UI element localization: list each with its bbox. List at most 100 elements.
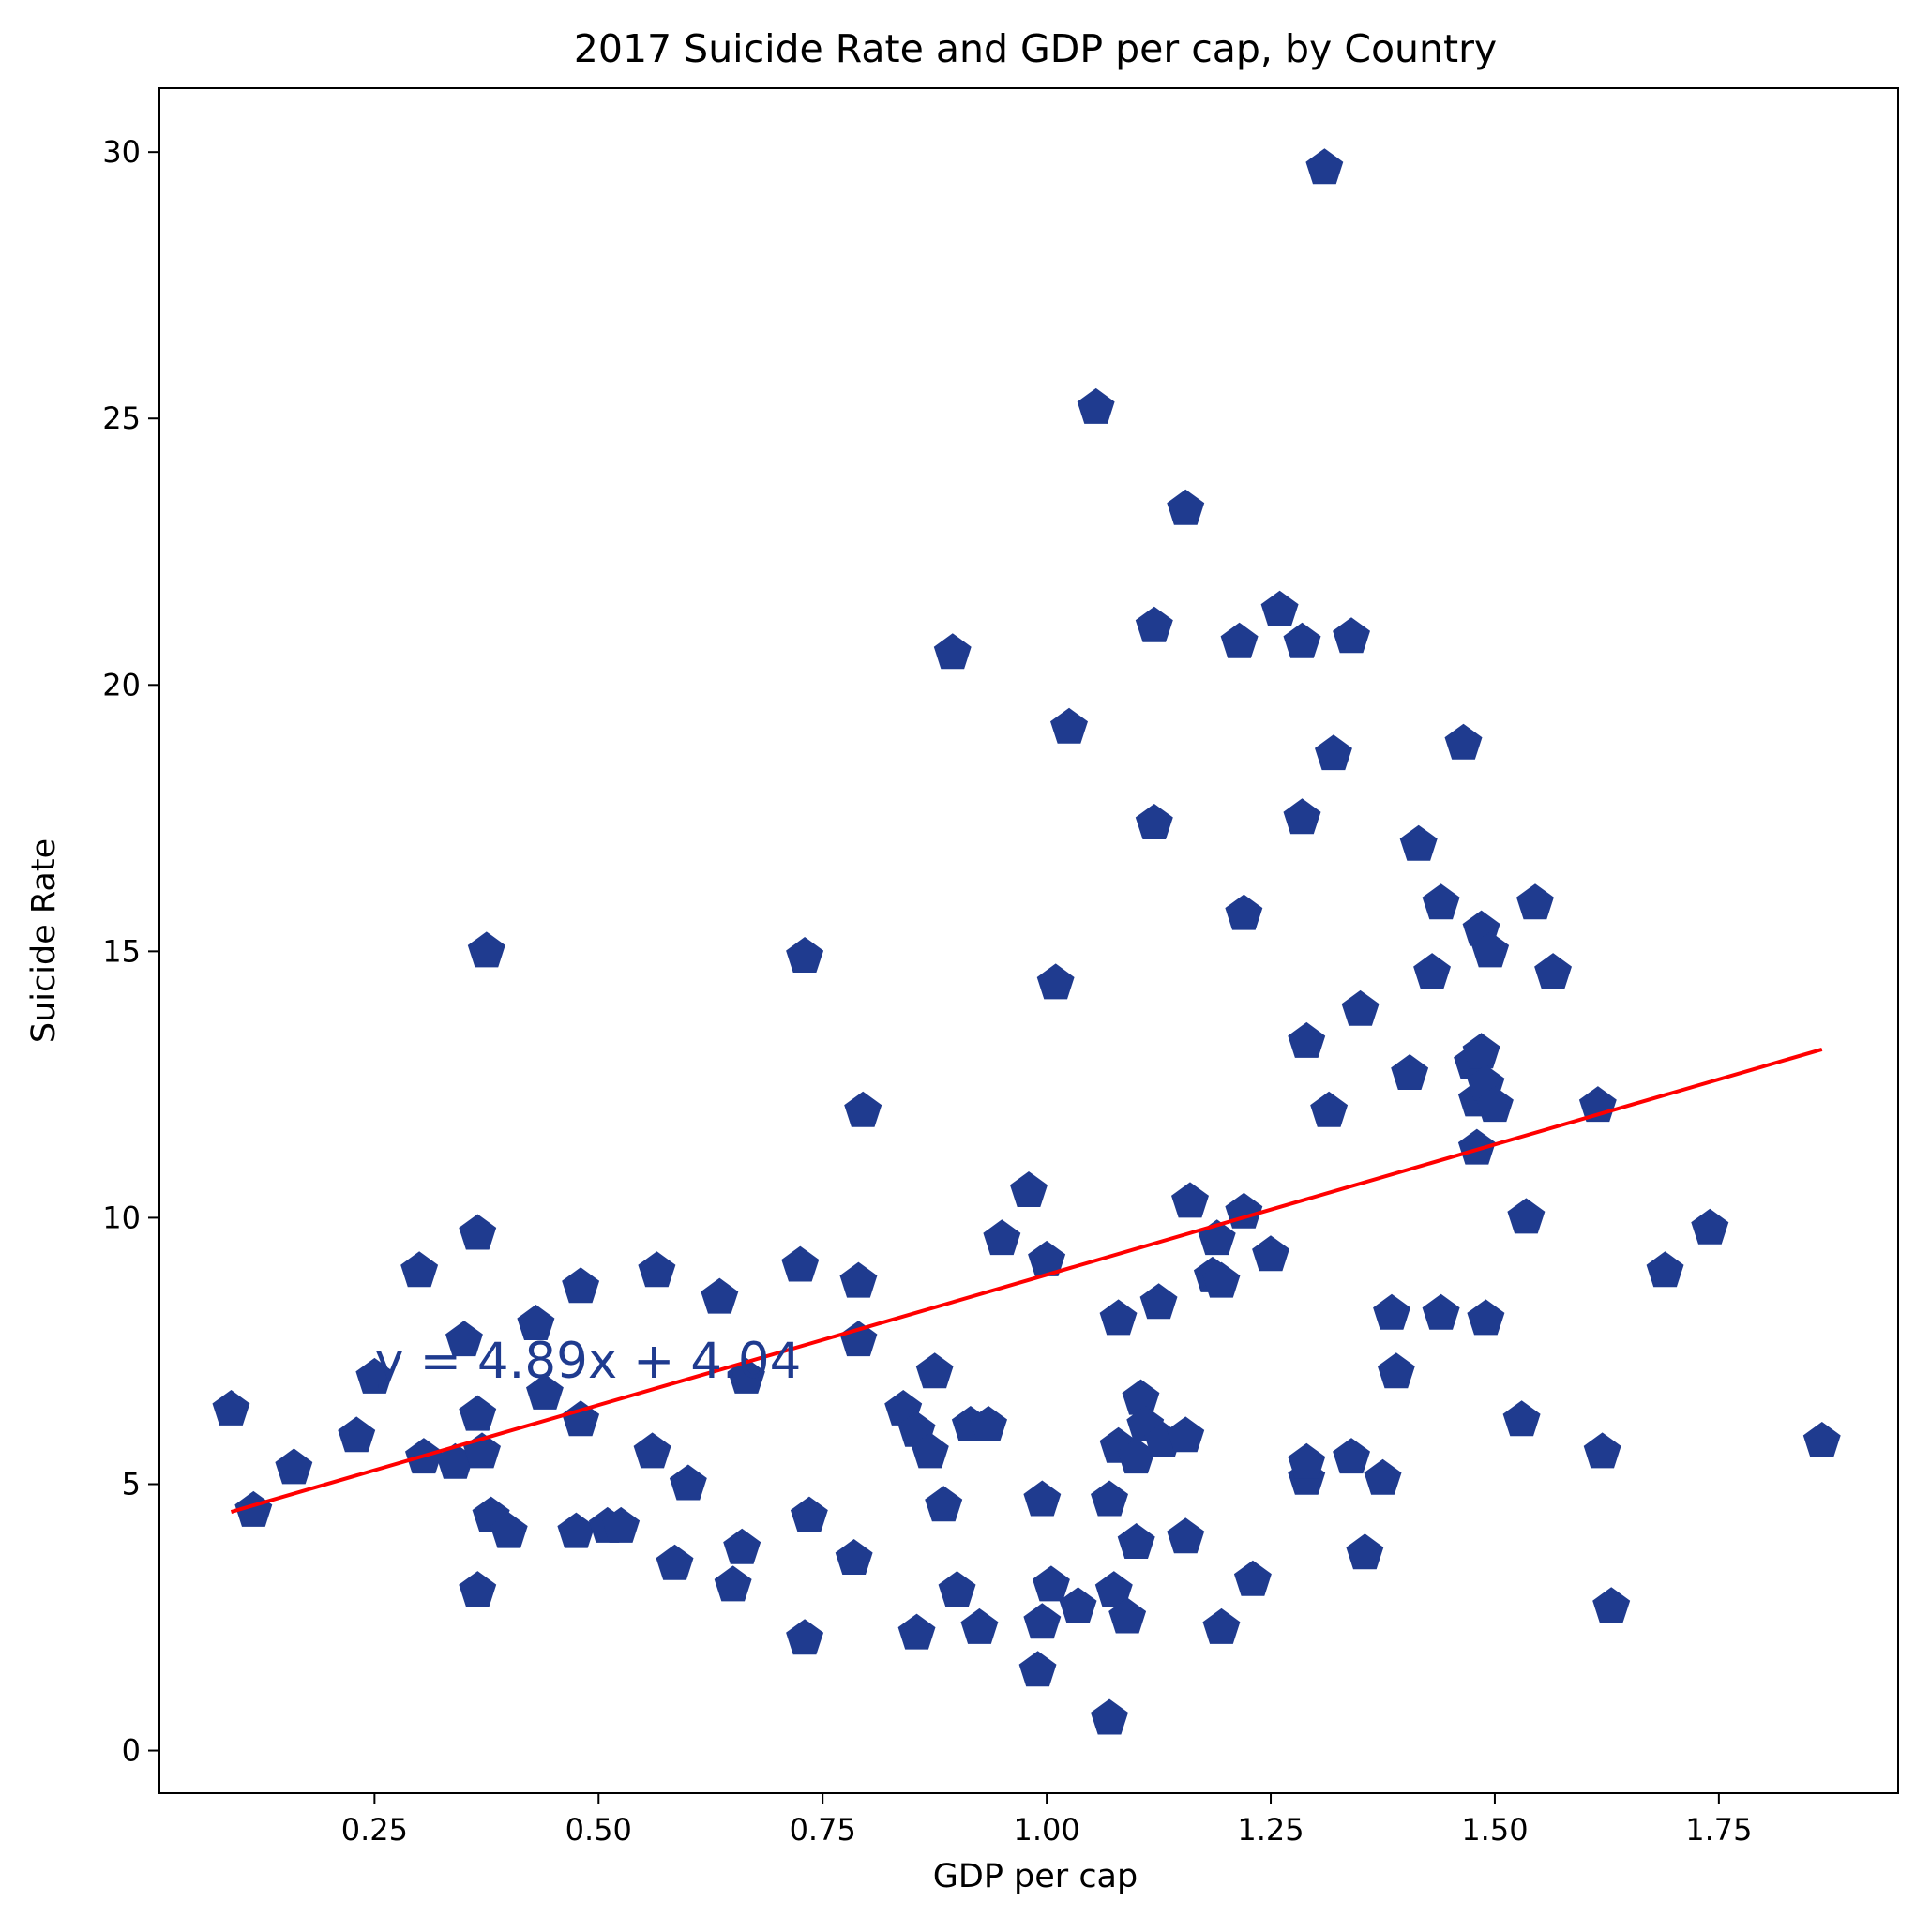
- data-point: [938, 1571, 976, 1607]
- data-point: [1135, 804, 1173, 839]
- data-point: [839, 1261, 878, 1298]
- data-point: [1260, 590, 1299, 626]
- data-point: [517, 1305, 555, 1340]
- data-point: [714, 1565, 752, 1602]
- data-point: [1094, 1571, 1133, 1607]
- data-point: [355, 1357, 394, 1394]
- data-point: [1139, 1283, 1178, 1320]
- data-point: [562, 1267, 600, 1304]
- data-point: [1010, 1171, 1048, 1207]
- data-point: [1507, 1198, 1546, 1234]
- data-point: [1288, 1021, 1326, 1058]
- data-point: [1377, 1352, 1415, 1389]
- data-point: [1117, 1523, 1155, 1559]
- data-point: [1032, 1565, 1070, 1602]
- data-point: [1091, 1698, 1128, 1735]
- y-tick-label: 5: [122, 1466, 141, 1502]
- data-point: [1691, 1208, 1729, 1245]
- data-point: [1310, 1091, 1349, 1127]
- data-point: [1036, 963, 1075, 1000]
- data-point: [445, 1321, 483, 1357]
- data-point: [1028, 1240, 1066, 1276]
- data-point: [1364, 1458, 1402, 1495]
- y-tick-label: 30: [102, 134, 141, 170]
- data-point: [1346, 1533, 1384, 1570]
- data-point: [781, 1245, 820, 1282]
- data-point: [1220, 622, 1259, 658]
- data-point: [1305, 148, 1344, 185]
- y-tick-label: 15: [102, 933, 141, 969]
- trendline-layer: y = 4.89x + 4.04: [230, 1047, 1823, 1514]
- data-point: [1167, 489, 1205, 525]
- data-point: [786, 1619, 824, 1655]
- data-point: [1646, 1251, 1684, 1288]
- data-point: [925, 1486, 963, 1522]
- data-point: [1091, 1480, 1128, 1517]
- data-point: [839, 1321, 878, 1357]
- trendline: [230, 1047, 1823, 1514]
- data-point: [1283, 798, 1321, 835]
- data-point: [723, 1528, 761, 1564]
- data-point: [1018, 1651, 1057, 1687]
- data-point: [1467, 1299, 1505, 1336]
- data-point: [459, 1571, 497, 1607]
- data-point: [1135, 606, 1173, 642]
- data-point: [1023, 1603, 1062, 1639]
- data-point: [1444, 723, 1483, 760]
- data-point: [1457, 1128, 1496, 1165]
- data-point: [844, 1091, 882, 1127]
- data-point: [970, 1406, 1007, 1441]
- data-point: [915, 1352, 954, 1389]
- data-point: [1516, 883, 1554, 920]
- data-point: [1333, 1438, 1370, 1474]
- data-point: [1422, 883, 1460, 920]
- data-point: [983, 1219, 1021, 1256]
- data-point: [1413, 953, 1451, 989]
- data-point: [1399, 824, 1438, 861]
- y-axis-label: Suicide Rate: [25, 838, 63, 1043]
- data-point: [602, 1506, 641, 1543]
- data-point: [933, 633, 972, 670]
- data-point: [1422, 1293, 1460, 1330]
- data-point: [338, 1416, 376, 1453]
- x-tick-label: 1.25: [1237, 1812, 1304, 1848]
- data-points-layer: [212, 148, 1841, 1735]
- data-point: [459, 1214, 497, 1250]
- data-point: [1117, 1438, 1155, 1474]
- data-point: [212, 1390, 250, 1426]
- data-point: [1802, 1422, 1841, 1457]
- data-point: [1059, 1587, 1097, 1623]
- data-point: [1202, 1607, 1241, 1644]
- x-tick-label: 0.50: [565, 1812, 632, 1848]
- data-point: [1391, 1054, 1429, 1090]
- data-point: [1534, 953, 1572, 989]
- data-point: [1077, 387, 1115, 424]
- data-point: [1583, 1432, 1621, 1469]
- data-point: [911, 1432, 949, 1469]
- y-tick-label: 20: [102, 667, 141, 702]
- data-point: [790, 1496, 828, 1532]
- plot-area-frame: [158, 87, 1899, 1794]
- data-point: [897, 1613, 936, 1650]
- data-point: [1167, 1416, 1205, 1453]
- data-point: [1202, 1261, 1241, 1298]
- chart-title: 2017 Suicide Rate and GDP per cap, by Co…: [574, 26, 1497, 71]
- data-point: [1341, 989, 1380, 1026]
- y-axis-ticks: 0 5 10 15 20 25 30: [102, 134, 159, 1769]
- data-point: [436, 1442, 475, 1479]
- data-point: [786, 937, 824, 973]
- data-point: [1225, 894, 1263, 930]
- data-point: [459, 1395, 497, 1431]
- data-point: [1502, 1400, 1541, 1437]
- x-tick-label: 0.25: [341, 1812, 408, 1848]
- data-point: [1050, 707, 1088, 744]
- data-point: [234, 1490, 273, 1527]
- data-point: [1283, 622, 1321, 658]
- data-point: [633, 1432, 671, 1469]
- x-axis-label: GDP per cap: [933, 1858, 1138, 1895]
- x-tick-label: 0.75: [790, 1812, 856, 1848]
- data-point: [1023, 1480, 1062, 1517]
- y-tick-label: 10: [102, 1200, 141, 1235]
- data-point: [728, 1357, 765, 1394]
- data-point: [835, 1539, 873, 1575]
